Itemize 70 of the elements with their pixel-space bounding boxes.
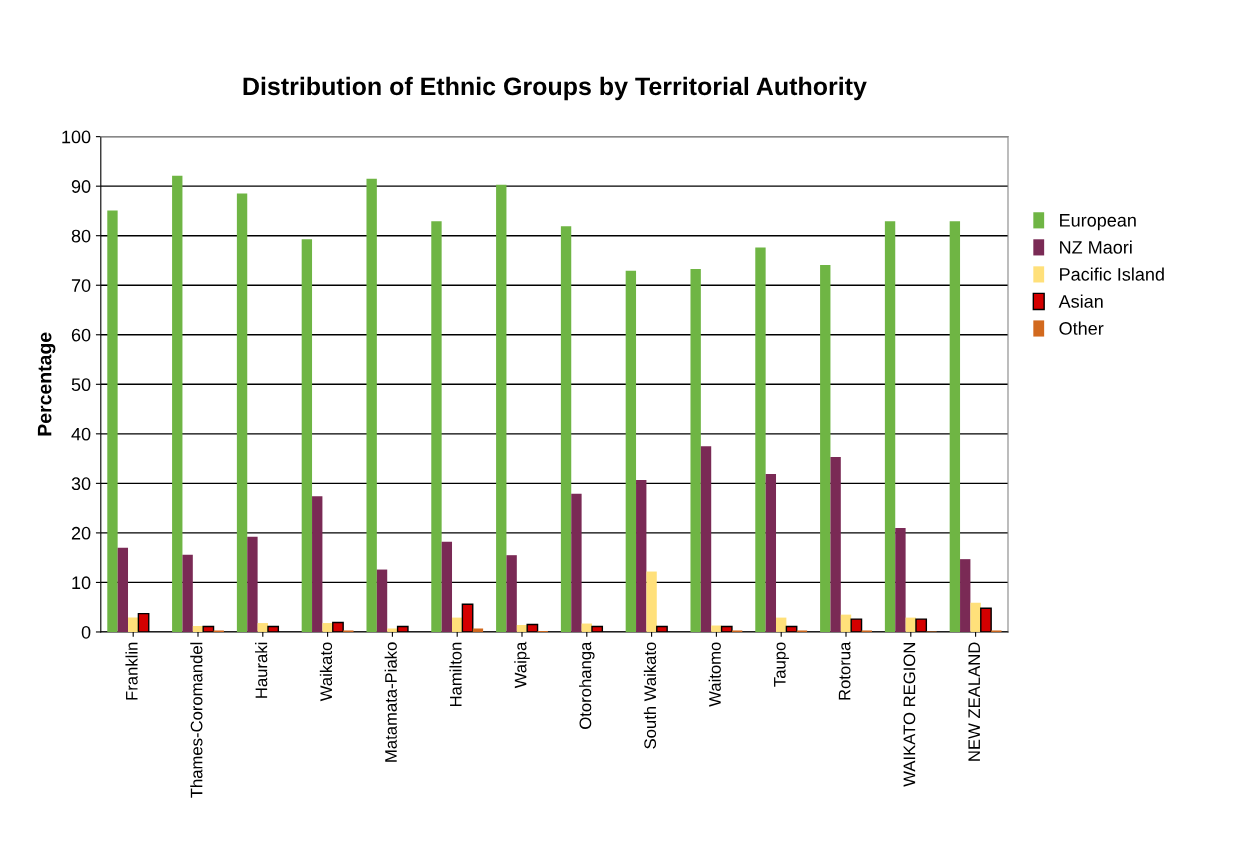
bar — [646, 571, 657, 632]
bar — [301, 239, 313, 632]
x-tick-label: Matamata-Piako — [384, 642, 397, 762]
y-tick-label: 100 — [62, 130, 91, 144]
bar — [970, 602, 981, 632]
x-tick-label: Waitomo — [708, 642, 721, 707]
bar — [376, 569, 388, 632]
x-tick-label: WAIKATO REGION — [903, 643, 916, 787]
legend-label: Asian — [1058, 294, 1103, 308]
bar — [322, 623, 333, 632]
bar — [236, 193, 248, 632]
bar — [625, 270, 637, 632]
x-tick-label: Waikato — [319, 642, 333, 702]
bar — [128, 617, 139, 632]
bar — [776, 617, 787, 632]
y-tick-label: 40 — [71, 427, 91, 441]
x-tick-label: Thames-Coromandel — [190, 642, 203, 798]
bar — [257, 623, 268, 632]
bar — [711, 625, 722, 632]
x-tick-label: Hamilton — [449, 642, 462, 707]
bar — [560, 226, 572, 632]
legend-label: Pacific Island — [1060, 267, 1164, 281]
bar — [496, 184, 507, 632]
bar — [636, 479, 647, 632]
bar — [765, 473, 777, 632]
bar — [884, 221, 896, 632]
legend-label: NZ Maori — [1060, 240, 1132, 254]
bar — [690, 268, 701, 632]
y-tick-label: 10 — [72, 576, 91, 590]
y-tick-label: 50 — [71, 378, 91, 392]
y-tick-label: 30 — [71, 477, 91, 491]
x-tick-label: Otorohanga — [579, 641, 595, 729]
bar — [107, 210, 118, 632]
bar — [441, 541, 453, 632]
bar — [571, 493, 582, 632]
y-tick-label: 20 — [71, 526, 91, 540]
y-tick-label: 70 — [71, 279, 91, 292]
bar — [452, 617, 463, 632]
bar — [431, 221, 442, 632]
bar — [182, 554, 193, 632]
x-tick-label: Rotorua — [838, 641, 851, 700]
bar — [172, 175, 183, 632]
x-tick-label: Taupo — [774, 642, 789, 687]
bar — [960, 559, 971, 632]
y-tick-label: 60 — [71, 328, 91, 342]
bar — [387, 628, 398, 632]
x-tick-label: Waipa — [514, 641, 530, 689]
chart-title: Distribution of Ethnic Groups by Territorial Authority — [243, 76, 867, 101]
bar — [895, 527, 906, 632]
bar — [506, 555, 517, 632]
legend-label: European — [1060, 214, 1136, 231]
bar — [830, 457, 841, 632]
bar — [366, 178, 377, 632]
bar — [820, 264, 831, 632]
legend-label: Other — [1059, 321, 1104, 335]
x-tick-label: Hauraki — [255, 642, 268, 698]
bar — [247, 536, 258, 632]
x-tick-label: Franklin — [125, 642, 138, 700]
x-tick-label: South Waikato — [643, 642, 657, 749]
bar — [755, 247, 766, 632]
y-axis-title: Percentage — [37, 332, 56, 436]
bar — [700, 446, 712, 632]
x-tick-label: NEW ZEALAND — [968, 642, 980, 761]
bar — [117, 547, 129, 632]
bar — [312, 496, 323, 632]
y-tick-label: 80 — [71, 229, 91, 243]
bar — [472, 628, 484, 632]
y-tick-label: 0 — [81, 625, 91, 639]
bar — [949, 221, 961, 632]
y-tick-label: 90 — [71, 180, 91, 193]
